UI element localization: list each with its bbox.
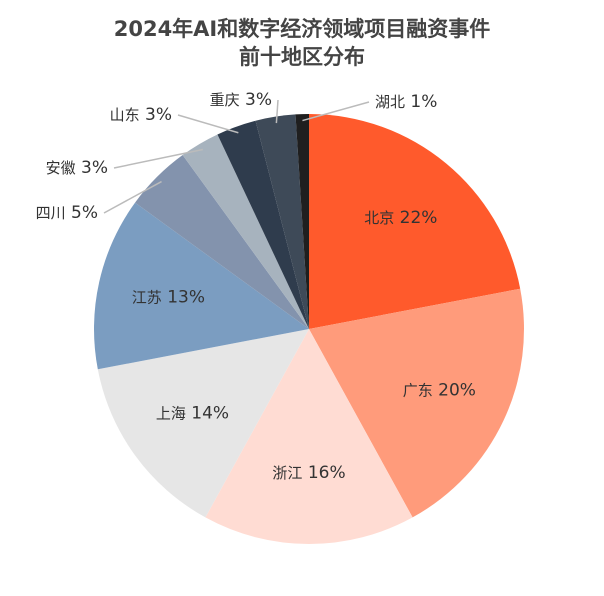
leader-line — [177, 114, 239, 134]
leader-line — [302, 101, 370, 122]
pie-slice — [182, 134, 309, 329]
slice-label: 安徽 3% — [46, 158, 108, 178]
value-label: 3% — [245, 90, 272, 110]
leader-line — [275, 99, 279, 124]
pie-slice — [97, 329, 309, 518]
leader-line — [113, 148, 203, 169]
value-label: 3% — [145, 105, 172, 125]
slice-label: 浙江 16% — [272, 463, 345, 483]
pie-slice — [205, 329, 413, 544]
pie-slice — [309, 114, 521, 329]
category-label: 北京 — [364, 209, 394, 227]
category-label: 四川 — [36, 204, 66, 222]
value-label: 14% — [191, 404, 229, 424]
category-label: 广东 — [403, 381, 433, 399]
pie-slice — [217, 120, 309, 329]
slice-label: 四川 5% — [36, 203, 98, 223]
slice-label: 湖北 1% — [375, 92, 437, 112]
value-label: 22% — [400, 208, 438, 228]
slice-label: 上海 14% — [156, 404, 229, 424]
category-label: 湖北 — [375, 93, 405, 111]
category-label: 重庆 — [210, 91, 240, 109]
pie-slice — [295, 114, 309, 329]
leader-line — [103, 180, 162, 214]
value-label: 20% — [438, 380, 476, 400]
slice-label: 江苏 13% — [132, 288, 205, 308]
slice-label: 重庆 3% — [210, 90, 272, 110]
slice-label: 山东 3% — [110, 105, 172, 125]
category-label: 上海 — [156, 404, 186, 422]
category-label: 浙江 — [272, 464, 302, 482]
category-label: 安徽 — [46, 159, 76, 177]
value-label: 3% — [81, 158, 108, 178]
chart-title: 2024年AI和数字经济领域项目融资事件 — [114, 17, 491, 41]
value-label: 13% — [167, 288, 205, 308]
pie-slice — [255, 114, 309, 329]
category-label: 江苏 — [132, 288, 162, 306]
pie-slice — [135, 155, 309, 329]
chart-title: 前十地区分布 — [239, 45, 365, 69]
value-label: 1% — [410, 92, 437, 112]
pie-slice — [309, 288, 525, 518]
value-label: 16% — [308, 463, 346, 483]
slice-label: 北京 22% — [364, 208, 437, 228]
pie-slice — [94, 202, 310, 370]
category-label: 山东 — [110, 106, 140, 124]
value-label: 5% — [71, 203, 98, 223]
slice-label: 广东 20% — [403, 380, 476, 400]
